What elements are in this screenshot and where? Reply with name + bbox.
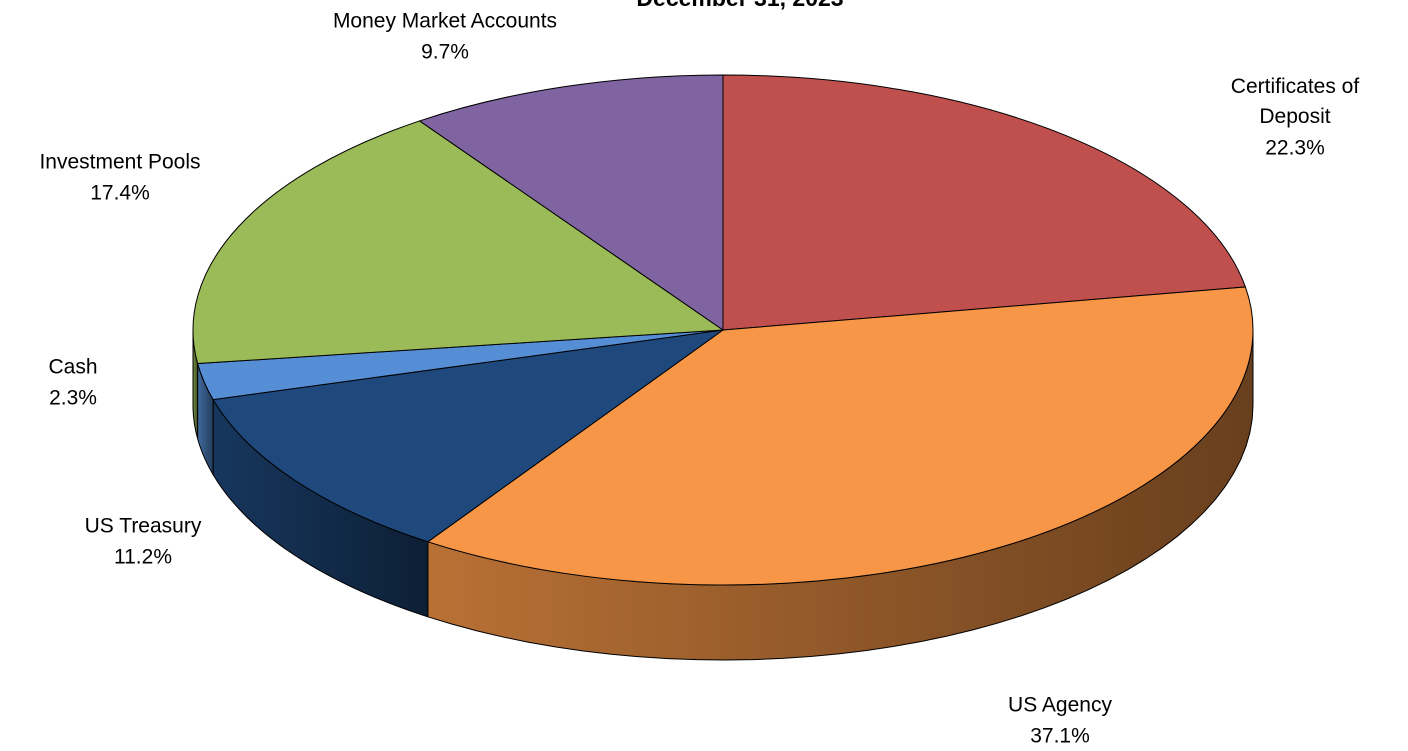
pie-slice: [192, 120, 725, 365]
value-label: 9.7%: [421, 41, 469, 64]
category-label: US Agency: [1008, 694, 1112, 717]
label-line: Certificates of: [1231, 75, 1360, 98]
category-label: Investment Pools: [39, 151, 200, 174]
value-label: 22.3%: [1265, 137, 1325, 160]
value-label: 17.4%: [90, 182, 150, 205]
category-label: Certificates of Deposit: [1231, 75, 1360, 128]
category-label: Money Market Accounts: [333, 10, 557, 33]
category-label: US Treasury: [85, 515, 202, 538]
category-label: Cash: [48, 356, 97, 379]
chart-title: December 31, 2023: [636, 0, 843, 11]
pie-slice: [426, 286, 1254, 586]
value-label: 37.1%: [1030, 725, 1090, 748]
value-label: 11.2%: [114, 546, 172, 569]
pie-slice: [212, 329, 724, 543]
pie-slice: [722, 74, 1247, 331]
label-line: Deposit: [1259, 105, 1330, 128]
pie-slice: [418, 74, 724, 331]
value-label: 2.3%: [49, 387, 97, 410]
